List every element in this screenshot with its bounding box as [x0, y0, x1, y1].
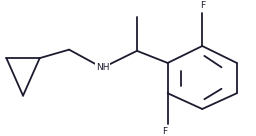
- Text: F: F: [163, 127, 168, 136]
- Text: F: F: [200, 1, 205, 10]
- Text: NH: NH: [96, 63, 109, 72]
